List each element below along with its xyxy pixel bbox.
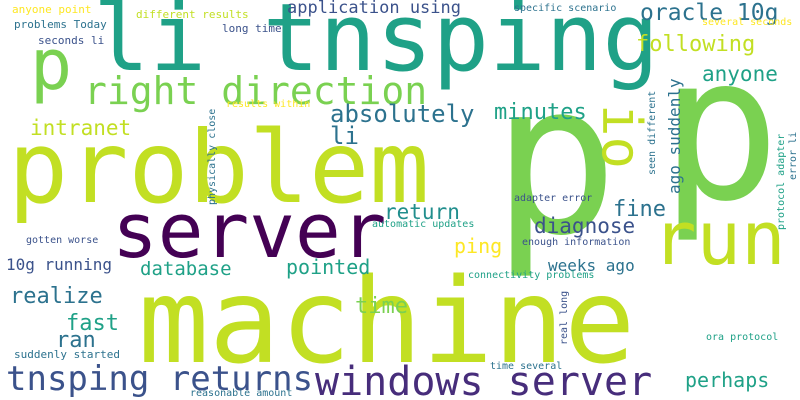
word-adapter-error: adapter error bbox=[514, 193, 593, 204]
word-database: database bbox=[140, 258, 232, 280]
word-several-seconds: several seconds bbox=[702, 17, 793, 28]
word-protocol-adapter: protocol adapter bbox=[776, 133, 787, 230]
word-windows-server: windows server bbox=[315, 359, 653, 400]
word-oracle-10g: oracle 10g bbox=[640, 0, 779, 26]
word-perhaps: perhaps bbox=[685, 368, 770, 392]
word-fast: fast bbox=[66, 311, 119, 336]
word-anyone-point: anyone point bbox=[12, 3, 92, 16]
word-li-tnsping: li tnsping bbox=[93, 0, 659, 93]
word-fine: fine bbox=[613, 197, 666, 222]
word-problem: problem bbox=[8, 109, 430, 226]
word-connectivity-problems: connectivity problems bbox=[468, 270, 595, 281]
word-machine: machine bbox=[138, 252, 636, 390]
word-return: return bbox=[384, 200, 460, 224]
word-application-using: application using bbox=[287, 0, 461, 18]
word-run: run bbox=[652, 196, 786, 282]
word-problems-today: problems Today bbox=[14, 18, 107, 31]
word-10g-running: 10g running bbox=[6, 255, 112, 274]
word-pointed: pointed bbox=[286, 255, 371, 279]
word-physically-close: physically close bbox=[207, 108, 218, 205]
word-specific-scenario: specific scenario bbox=[514, 3, 617, 14]
word-p-small: p bbox=[30, 24, 73, 106]
word-reasonable-amount: reasonable amount bbox=[190, 388, 293, 399]
word-li-mid: li bbox=[330, 122, 359, 150]
word-intranet: intranet bbox=[30, 116, 132, 140]
word-ago-suddenly: ago suddenly bbox=[665, 78, 684, 194]
word-time-several: time several bbox=[490, 361, 563, 372]
word-p-right: p bbox=[660, 13, 781, 246]
word-realize: realize bbox=[10, 284, 103, 309]
word-ora-protocol: ora protocol bbox=[706, 332, 779, 343]
word-suddenly-started: suddenly started bbox=[14, 348, 120, 361]
word-ran: ran bbox=[56, 328, 96, 353]
word-server: server bbox=[112, 186, 387, 275]
word-automatic-updates: automatic updates bbox=[372, 219, 475, 230]
word-enough-information: enough information bbox=[522, 237, 631, 248]
word-right-direction: right direction bbox=[84, 69, 428, 113]
word-seen-different: seen different bbox=[647, 90, 658, 175]
word-error-li: error li bbox=[788, 131, 799, 180]
word-long-time: long time bbox=[222, 22, 282, 35]
word-minutes: minutes bbox=[494, 100, 587, 125]
word-gotten-worse: gotten worse bbox=[26, 235, 99, 246]
word-results-within: results within bbox=[226, 99, 311, 110]
word-p-big: p bbox=[492, 37, 619, 282]
word-real-long: real long bbox=[559, 290, 570, 345]
word-different-results: different results bbox=[136, 8, 249, 21]
word-weeks-ago: weeks ago bbox=[548, 256, 635, 275]
word-seconds-li: seconds li bbox=[38, 34, 105, 47]
word-anyone-big: anyone bbox=[702, 62, 778, 86]
word-ping: ping bbox=[454, 234, 503, 258]
word-absolutely: absolutely bbox=[330, 100, 475, 128]
word-following: following bbox=[636, 32, 756, 57]
word-io: io bbox=[590, 104, 653, 170]
word-tnsping-returns: tnsping returns bbox=[6, 359, 314, 399]
word-time: time bbox=[355, 294, 408, 319]
word-diagnose: diagnose bbox=[534, 214, 636, 238]
